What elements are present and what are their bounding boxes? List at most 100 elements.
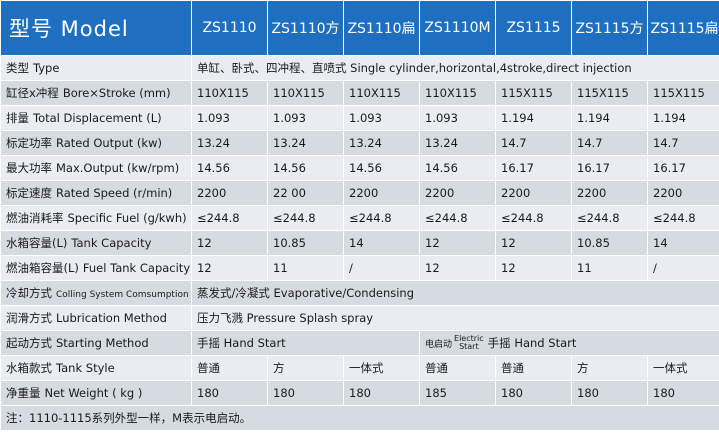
cell-value: 2200	[648, 181, 719, 205]
row-label: 标定功率 Rated Output (kw)	[1, 131, 191, 155]
row-type: 类型 Type 单缸、卧式、四冲程、直喷式 Single cylinder,hor…	[1, 56, 719, 80]
hand-start-text: 手摇 Hand Start	[487, 335, 577, 350]
cell-value: 14.56	[420, 156, 495, 180]
cell-value: 1.093	[344, 106, 419, 130]
row-label: 冷却方式 Colling System Comsumption	[1, 281, 191, 305]
row-rated-speed: 标定速度 Rated Speed (r/min) 2200 22 00 2200 …	[1, 181, 719, 205]
cell-value: 14.7	[572, 131, 647, 155]
cell-value: 2200	[344, 181, 419, 205]
cell-value: 115X115	[648, 81, 719, 105]
row-label: 类型 Type	[1, 56, 191, 80]
row-label: 燃油箱容量(L) Fuel Tank Capacity	[1, 256, 191, 280]
row-label: 水箱容量(L) Tank Capacity	[1, 231, 191, 255]
cell-value: 2200	[420, 181, 495, 205]
cell-value: 单缸、卧式、四冲程、直喷式 Single cylinder,horizontal…	[192, 56, 719, 80]
model-title: 型号 Model	[1, 1, 191, 55]
cell-value: 185	[420, 381, 495, 405]
row-label: 缸径x冲程 Bore×Stroke (mm)	[1, 81, 191, 105]
electric-start-cn: 电启动	[425, 339, 453, 350]
cell-value: 110X115	[268, 81, 343, 105]
cell-value: 压力飞溅 Pressure Splash spray	[192, 306, 719, 330]
cell-value: 蒸发式/冷凝式 Evaporative/Condensing	[192, 281, 719, 305]
cell-value: 普通	[496, 356, 571, 380]
cell-value: 16.17	[648, 156, 719, 180]
cell-value: /	[648, 256, 719, 280]
row-weight: 净重量 Net Weight ( kg ) 180 180 180 185 180…	[1, 381, 719, 405]
cell-value: 14	[648, 231, 719, 255]
cell-value: 14.56	[268, 156, 343, 180]
electric-start-en: Electric Start	[454, 334, 484, 352]
cell-value: ≤244.8	[648, 206, 719, 230]
cell-value: 1.194	[648, 106, 719, 130]
header-row: 型号 Model ZS1110 ZS1110方 ZS1110扁 ZS1110M …	[1, 1, 719, 55]
row-fuel-tank: 燃油箱容量(L) Fuel Tank Capacity 12 11 / 12 12…	[1, 256, 719, 280]
cell-value: 一体式	[648, 356, 719, 380]
cell-value: 一体式	[344, 356, 419, 380]
model-header: ZS1115扁	[648, 1, 719, 55]
row-label: 水箱款式 Tank Style	[1, 356, 191, 380]
cell-value: 1.194	[572, 106, 647, 130]
cell-value: ≤244.8	[420, 206, 495, 230]
row-label: 最大功率 Max.Output (kw/rpm)	[1, 156, 191, 180]
cell-value: 2200	[572, 181, 647, 205]
cell-value: 1.093	[420, 106, 495, 130]
row-lubrication: 润滑方式 Lubrication Method 压力飞溅 Pressure Spl…	[1, 306, 719, 330]
cell-value-electric: 电启动Electric Start 手摇 Hand Start	[420, 331, 719, 355]
cell-value: 12	[496, 256, 571, 280]
cell-value: 普通	[420, 356, 495, 380]
cell-value: 12	[420, 231, 495, 255]
cell-value: 方	[572, 356, 647, 380]
model-header: ZS1115	[496, 1, 571, 55]
cell-value: 115X115	[572, 81, 647, 105]
cell-value: 14.7	[648, 131, 719, 155]
cell-value: 110X115	[192, 81, 267, 105]
model-header: ZS1110扁	[344, 1, 419, 55]
cell-value: ≤244.8	[496, 206, 571, 230]
cell-value: 180	[496, 381, 571, 405]
row-label: 净重量 Net Weight ( kg )	[1, 381, 191, 405]
cell-value: 1.093	[268, 106, 343, 130]
cell-value: 115X115	[496, 81, 571, 105]
cell-value: 10.85	[268, 231, 343, 255]
cell-value: 2200	[192, 181, 267, 205]
model-header: ZS1110M	[420, 1, 495, 55]
cell-value: 180	[648, 381, 719, 405]
row-tank-capacity: 水箱容量(L) Tank Capacity 12 10.85 14 12 12 1…	[1, 231, 719, 255]
row-label: 排量 Total Displacement (L)	[1, 106, 191, 130]
cell-value: 1.194	[496, 106, 571, 130]
cell-value: ≤244.8	[344, 206, 419, 230]
cell-value: 13.24	[420, 131, 495, 155]
row-label: 燃油消耗率 Specific Fuel (g/kwh)	[1, 206, 191, 230]
cell-value: 11	[268, 256, 343, 280]
cell-value: 110X115	[420, 81, 495, 105]
row-label: 润滑方式 Lubrication Method	[1, 306, 191, 330]
cell-value: 手摇 Hand Start	[192, 331, 419, 355]
row-note: 注：1110-1115系列外型一样，M表示电启动。	[1, 406, 719, 430]
cell-value: 14.56	[344, 156, 419, 180]
cell-value: 13.24	[344, 131, 419, 155]
row-starting: 起动方式 Starting Method 手摇 Hand Start 电启动Ele…	[1, 331, 719, 355]
cell-value: 16.17	[572, 156, 647, 180]
row-max-output: 最大功率 Max.Output (kw/rpm) 14.56 14.56 14.5…	[1, 156, 719, 180]
row-displacement: 排量 Total Displacement (L) 1.093 1.093 1.0…	[1, 106, 719, 130]
cell-value: ≤244.8	[268, 206, 343, 230]
row-rated-output: 标定功率 Rated Output (kw) 13.24 13.24 13.24 …	[1, 131, 719, 155]
cell-value: 方	[268, 356, 343, 380]
model-header: ZS1110	[192, 1, 267, 55]
cell-value: /	[344, 256, 419, 280]
cell-value: 11	[572, 256, 647, 280]
cell-value: 12	[192, 231, 267, 255]
cell-value: 180	[268, 381, 343, 405]
model-header: ZS1110方	[268, 1, 343, 55]
cell-value: 12	[420, 256, 495, 280]
cell-value: 180	[192, 381, 267, 405]
cell-value: 12	[192, 256, 267, 280]
cell-value: ≤244.8	[192, 206, 267, 230]
cell-value: 10.85	[572, 231, 647, 255]
cell-value: 16.17	[496, 156, 571, 180]
row-cooling: 冷却方式 Colling System Comsumption 蒸发式/冷凝式 E…	[1, 281, 719, 305]
cell-value: ≤244.8	[572, 206, 647, 230]
cell-value: 14.56	[192, 156, 267, 180]
footnote: 注：1110-1115系列外型一样，M表示电启动。	[1, 406, 719, 430]
cell-value: 1.093	[192, 106, 267, 130]
